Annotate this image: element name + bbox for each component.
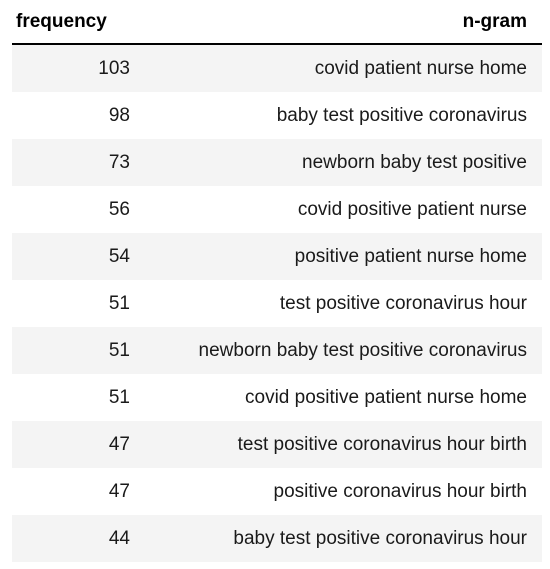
- ngram-cell: newborn baby test positive coronavirus: [142, 327, 542, 374]
- frequency-cell: 51: [12, 280, 142, 327]
- ngram-cell: covid positive patient nurse: [142, 186, 542, 233]
- table-row: 103 covid patient nurse home: [12, 44, 542, 92]
- ngram-cell: covid positive patient nurse home: [142, 374, 542, 421]
- frequency-cell: 54: [12, 233, 142, 280]
- table-row: 47 positive coronavirus hour birth: [12, 468, 542, 515]
- frequency-cell: 51: [12, 374, 142, 421]
- table-row: 51 covid positive patient nurse home: [12, 374, 542, 421]
- ngram-cell: positive patient nurse home: [142, 233, 542, 280]
- ngram-frequency-table-container: frequency n-gram 103 covid patient nurse…: [12, 0, 542, 562]
- ngram-frequency-table: frequency n-gram 103 covid patient nurse…: [12, 0, 542, 562]
- ngram-cell: test positive coronavirus hour: [142, 280, 542, 327]
- ngram-cell: test positive coronavirus hour birth: [142, 421, 542, 468]
- ngram-cell: covid patient nurse home: [142, 44, 542, 92]
- frequency-cell: 47: [12, 421, 142, 468]
- frequency-cell: 56: [12, 186, 142, 233]
- table-row: 47 test positive coronavirus hour birth: [12, 421, 542, 468]
- table-row: 44 baby test positive coronavirus hour: [12, 515, 542, 562]
- frequency-cell: 98: [12, 92, 142, 139]
- frequency-cell: 73: [12, 139, 142, 186]
- ngram-cell: positive coronavirus hour birth: [142, 468, 542, 515]
- table-row: 51 test positive coronavirus hour: [12, 280, 542, 327]
- table-row: 56 covid positive patient nurse: [12, 186, 542, 233]
- frequency-cell: 103: [12, 44, 142, 92]
- table-row: 51 newborn baby test positive coronaviru…: [12, 327, 542, 374]
- table-row: 54 positive patient nurse home: [12, 233, 542, 280]
- column-header-ngram: n-gram: [142, 0, 542, 45]
- ngram-cell: newborn baby test positive: [142, 139, 542, 186]
- frequency-cell: 51: [12, 327, 142, 374]
- ngram-cell: baby test positive coronavirus: [142, 92, 542, 139]
- table-row: 73 newborn baby test positive: [12, 139, 542, 186]
- table-header: frequency n-gram: [12, 0, 542, 45]
- table-row: 98 baby test positive coronavirus: [12, 92, 542, 139]
- table-body: 103 covid patient nurse home 98 baby tes…: [12, 44, 542, 562]
- frequency-cell: 47: [12, 468, 142, 515]
- frequency-cell: 44: [12, 515, 142, 562]
- column-header-frequency: frequency: [12, 0, 142, 45]
- ngram-cell: baby test positive coronavirus hour: [142, 515, 542, 562]
- header-row: frequency n-gram: [12, 0, 542, 45]
